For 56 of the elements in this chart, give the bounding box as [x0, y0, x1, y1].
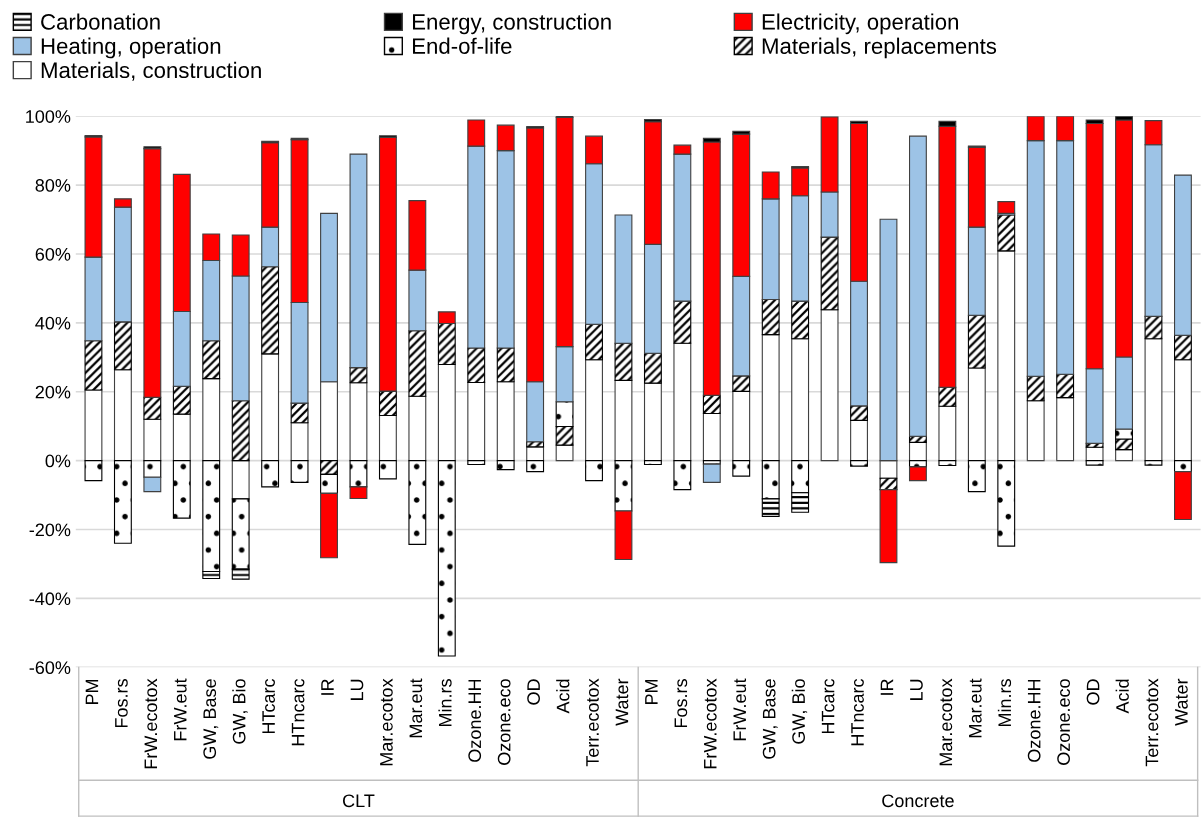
y-tick-label: 100% — [26, 110, 71, 123]
x-tick-label: Ozone.HH — [1027, 679, 1041, 762]
x-tick-label: FrW.ecotox — [144, 678, 158, 769]
text: CLT — [342, 794, 375, 808]
x-tick-label: HTcarc — [262, 678, 275, 734]
x-tick-label: Acid — [556, 679, 570, 714]
x-tick-label: Mar.eut — [409, 678, 423, 738]
legend-label: End-of-life — [413, 37, 512, 54]
x-tick-label: Ozone.eco — [1057, 679, 1070, 765]
x-tick-label: OD — [1086, 679, 1100, 705]
x-tick-label: LU — [910, 679, 923, 701]
x-tick-label: Mar.eut — [969, 678, 982, 738]
y-tick-label: 20% — [35, 385, 71, 399]
text: Concrete — [882, 794, 954, 808]
x-tick-label: Min.rs — [438, 679, 452, 727]
x-tick-label: Fos.rs — [115, 679, 128, 728]
y-tick-label: 60% — [35, 247, 71, 261]
x-tick-label: Ozone.HH — [468, 679, 482, 762]
x-tick-label: HTcarc — [821, 678, 835, 734]
legend-label: Carbonation — [41, 13, 160, 30]
x-tick-label: IR — [321, 679, 334, 695]
x-tick-label: Terr.ecotox — [586, 678, 599, 767]
x-tick-label: GW, Base — [762, 679, 778, 759]
y-tick-label: -40% — [29, 592, 71, 606]
x-tick-label: PM — [645, 679, 658, 705]
x-tick-label: Acid — [1115, 679, 1129, 714]
x-tick-label: FrW.eut — [174, 678, 187, 741]
legend-label: Electricity, operation — [762, 13, 958, 35]
legend-label: Materials, replacements — [762, 37, 997, 59]
x-tick-label: Min.rs — [997, 679, 1012, 727]
y-tick-label: 0% — [45, 454, 71, 468]
x-tick-label: FrW.eut — [733, 678, 747, 741]
x-tick-label: FrW.ecotox — [704, 678, 717, 769]
x-tick-label: HTncarc — [291, 678, 305, 746]
x-tick-label: HTncarc — [851, 678, 864, 746]
x-tick-label: GW, Bio — [791, 679, 808, 744]
y-tick-label: 80% — [35, 179, 71, 192]
x-tick-label: Mar.ecotox — [380, 678, 393, 766]
x-tick-label: Water — [1175, 678, 1188, 726]
x-tick-label: Water — [615, 678, 629, 726]
legend-label: Heating, operation — [41, 37, 221, 59]
legend-label: Materials, construction — [41, 61, 261, 81]
x-tick-label: Terr.ecotox — [1145, 678, 1159, 767]
x-tick-label: Mar.ecotox — [939, 678, 953, 766]
legend-label: Energy, construction — [413, 13, 611, 35]
y-tick-label: -20% — [29, 523, 71, 537]
x-tick-label: OD — [527, 679, 540, 705]
x-tick-label: IR — [880, 679, 894, 695]
x-tick-label: LU — [350, 679, 364, 701]
x-tick-label: Ozone.eco — [497, 679, 511, 765]
x-tick-label: GW, Bio — [232, 679, 248, 744]
x-tick-label: PM — [85, 679, 99, 705]
y-tick-label: -60% — [29, 661, 71, 675]
x-tick-label: Fos.rs — [674, 679, 688, 728]
y-tick-label: 40% — [35, 316, 71, 330]
x-tick-label: GW, Base — [203, 679, 219, 759]
